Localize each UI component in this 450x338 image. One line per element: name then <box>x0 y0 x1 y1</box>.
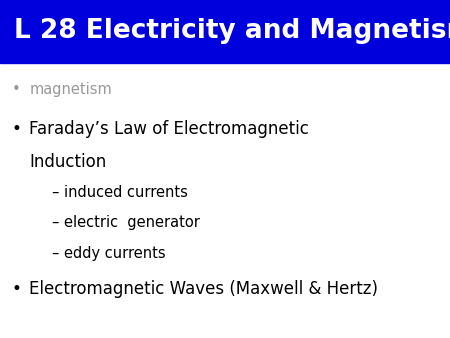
Text: L 28 Electricity and Magnetism [6]: L 28 Electricity and Magnetism [6] <box>14 18 450 44</box>
Text: Faraday’s Law of Electromagnetic: Faraday’s Law of Electromagnetic <box>29 120 309 138</box>
Text: – eddy currents: – eddy currents <box>52 246 166 261</box>
Text: magnetism: magnetism <box>29 82 112 97</box>
Text: •: • <box>11 82 20 97</box>
Text: •: • <box>11 280 21 298</box>
Text: – electric  generator: – electric generator <box>52 215 200 231</box>
Text: – induced currents: – induced currents <box>52 185 188 200</box>
Text: Electromagnetic Waves (Maxwell & Hertz): Electromagnetic Waves (Maxwell & Hertz) <box>29 280 378 298</box>
Text: Induction: Induction <box>29 153 107 171</box>
Text: •: • <box>11 120 21 138</box>
